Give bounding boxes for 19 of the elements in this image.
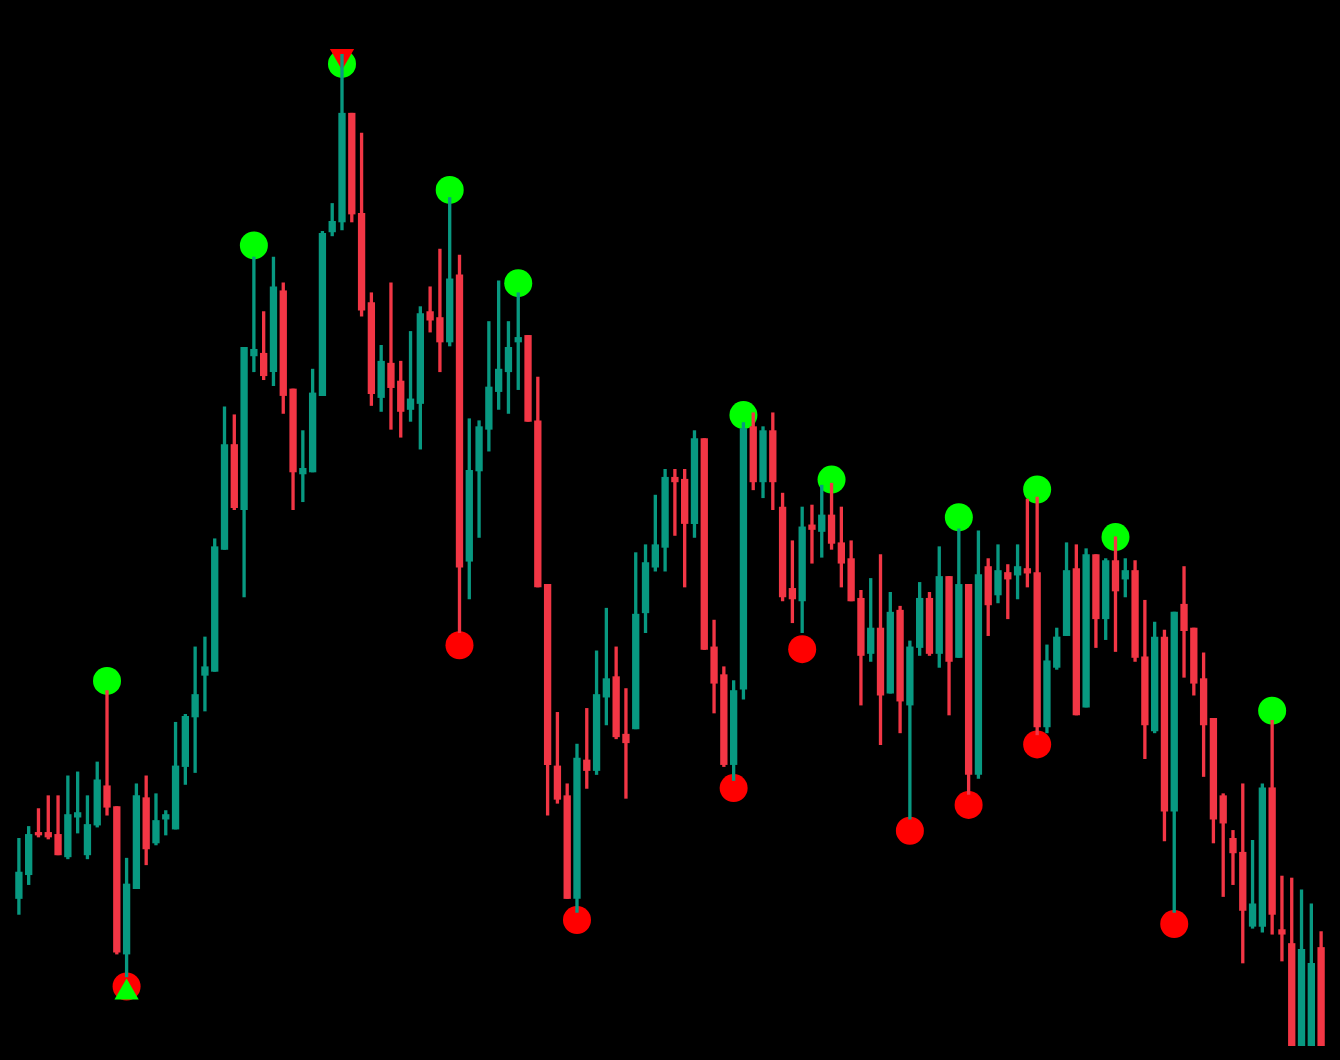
point: [895, 816, 924, 845]
candlestick: [1278, 875, 1286, 962]
point: [1258, 696, 1287, 725]
point: [239, 231, 268, 260]
point: [435, 175, 464, 204]
point: [954, 790, 983, 819]
point: [817, 465, 846, 494]
point: [1023, 730, 1052, 759]
point: [1160, 909, 1189, 938]
point: [445, 631, 474, 660]
point: [944, 503, 973, 532]
point: [1101, 523, 1130, 552]
point: [719, 774, 748, 803]
point: [93, 666, 122, 695]
point: [562, 906, 591, 935]
point: [504, 269, 533, 298]
candlestick: [808, 504, 816, 564]
point: [1023, 475, 1052, 504]
point: [788, 635, 817, 664]
